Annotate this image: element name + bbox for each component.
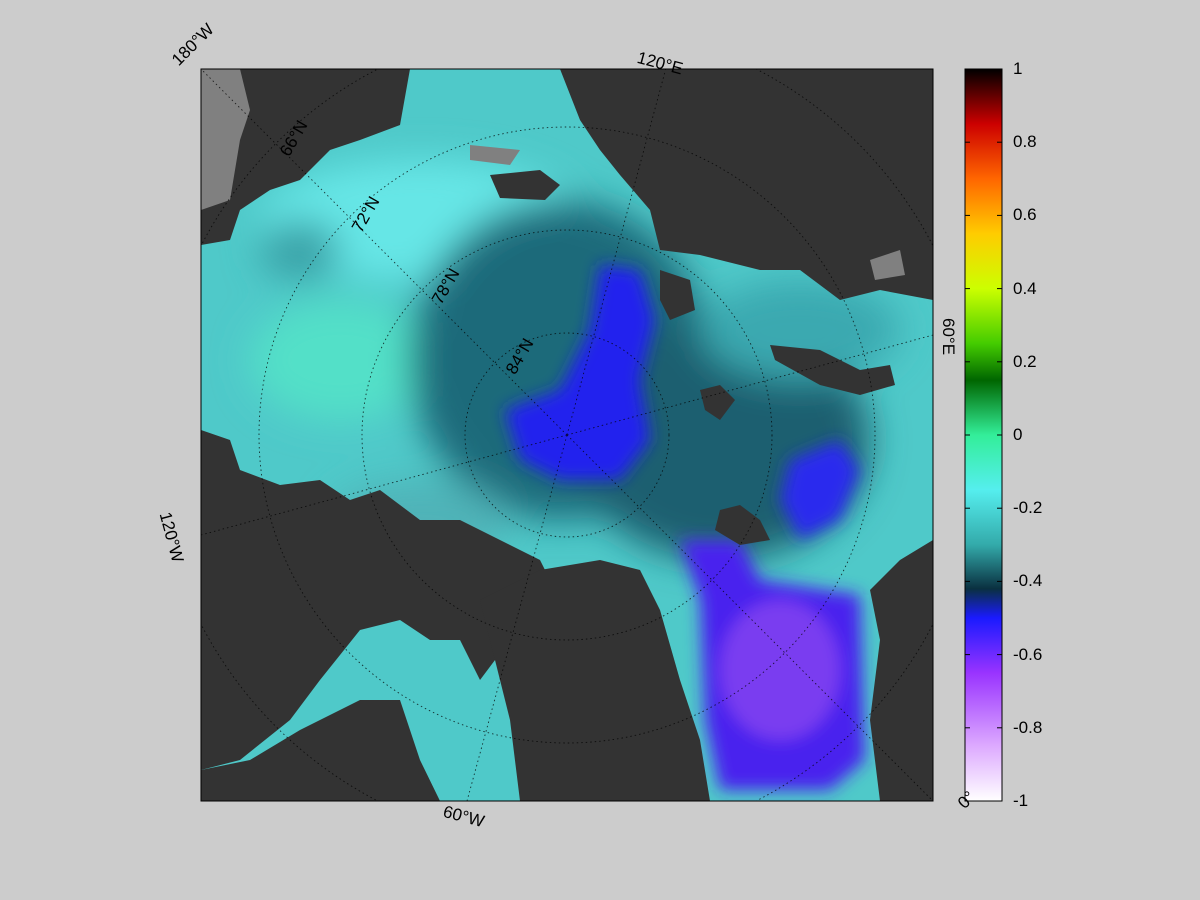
- colorbar-tick-label: -1: [1013, 791, 1029, 810]
- colorbar-tick-label: 1: [1013, 59, 1023, 78]
- colorbar: [964, 68, 1003, 802]
- colorbar-tick-label: 0.2: [1013, 351, 1037, 371]
- graticule: [201, 69, 933, 801]
- map-frame: [200, 68, 934, 802]
- missing-data: [201, 69, 905, 280]
- colorbar-tick-label: -0.6: [1013, 644, 1043, 664]
- colorbar-tick-label: -0.8: [1013, 717, 1043, 737]
- land: [201, 69, 933, 801]
- colorbar-tick-label: -0.2: [1013, 498, 1043, 518]
- colorbar-tick-label: 0.6: [1013, 205, 1037, 225]
- negative-anomaly-core: [505, 265, 865, 790]
- colorbar-tick-label: 0.8: [1013, 132, 1037, 152]
- lon-label-60e: 60°E: [939, 318, 958, 356]
- colorbar-gradient: [965, 69, 1002, 801]
- colorbar-tick-label: -0.4: [1013, 571, 1043, 591]
- colorbar-tick-label: 0.4: [1013, 278, 1037, 298]
- colorbar-tick-label: 0: [1013, 425, 1023, 444]
- map-panel: [201, 69, 933, 801]
